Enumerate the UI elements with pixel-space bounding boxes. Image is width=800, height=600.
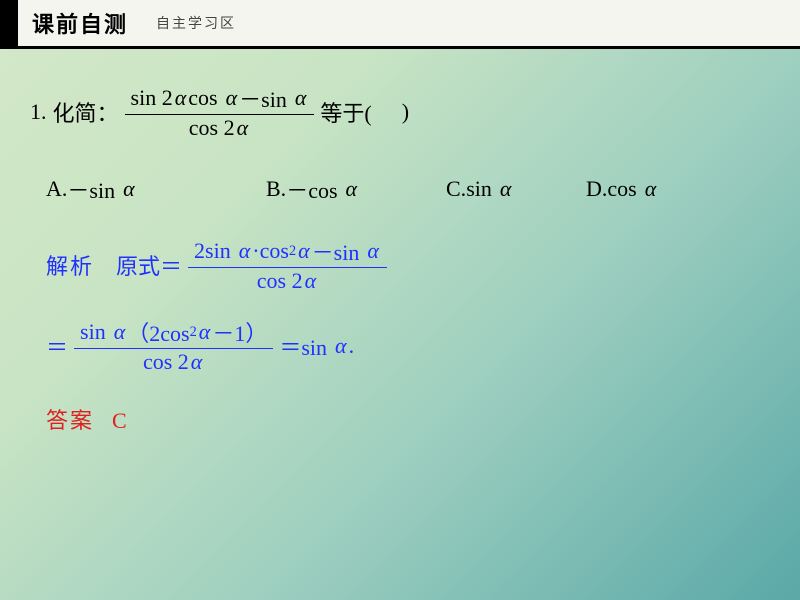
stem-suffix-a: 等于( xyxy=(320,96,371,128)
expl-frac1: 2sin α ·cos 2 α －sin α cos 2 α xyxy=(188,235,387,294)
choice-b: B. －cos α xyxy=(266,173,446,205)
question-fraction: sin 2 α cos α －sin α cos 2 α xyxy=(125,82,315,141)
explanation-line2: ＝ sin α （2cos 2 α －1） cos 2 α ＝sin α . xyxy=(46,316,770,375)
choices-row: A. －sin α B. －cos α C. sin α D. cos α xyxy=(46,173,770,205)
explanation-label: 解析 xyxy=(46,249,94,281)
explanation-line1: 解析 原式＝ 2sin α ·cos 2 α －sin α cos 2 α xyxy=(46,235,770,294)
question-stem: 1. 化简： sin 2 α cos α －sin α cos 2 α 等于( … xyxy=(30,82,770,141)
frac-denominator: cos 2 α xyxy=(183,115,256,141)
choice-c: C. sin α xyxy=(446,173,586,205)
answer-value: C xyxy=(112,408,127,434)
header-bar: 课前自测 自主学习区 xyxy=(0,0,800,46)
choice-d: D. cos α xyxy=(586,173,658,205)
header-title: 课前自测 xyxy=(32,7,128,39)
content: 1. 化简： sin 2 α cos α －sin α cos 2 α 等于( … xyxy=(0,46,800,435)
answer-label: 答案 xyxy=(46,403,94,435)
stem-prefix: 化简： xyxy=(53,96,119,128)
question-number: 1. xyxy=(30,99,47,125)
expl-frac2: sin α （2cos 2 α －1） cos 2 α xyxy=(74,316,273,375)
explanation-lead: 原式＝ xyxy=(116,249,182,281)
header-subtitle: 自主学习区 xyxy=(156,13,236,33)
frac-numerator: sin 2 α cos α －sin α xyxy=(125,82,315,115)
choice-a: A. －sin α xyxy=(46,173,266,205)
answer-row: 答案 C xyxy=(46,403,770,435)
stem-suffix-b: ) xyxy=(402,99,409,125)
